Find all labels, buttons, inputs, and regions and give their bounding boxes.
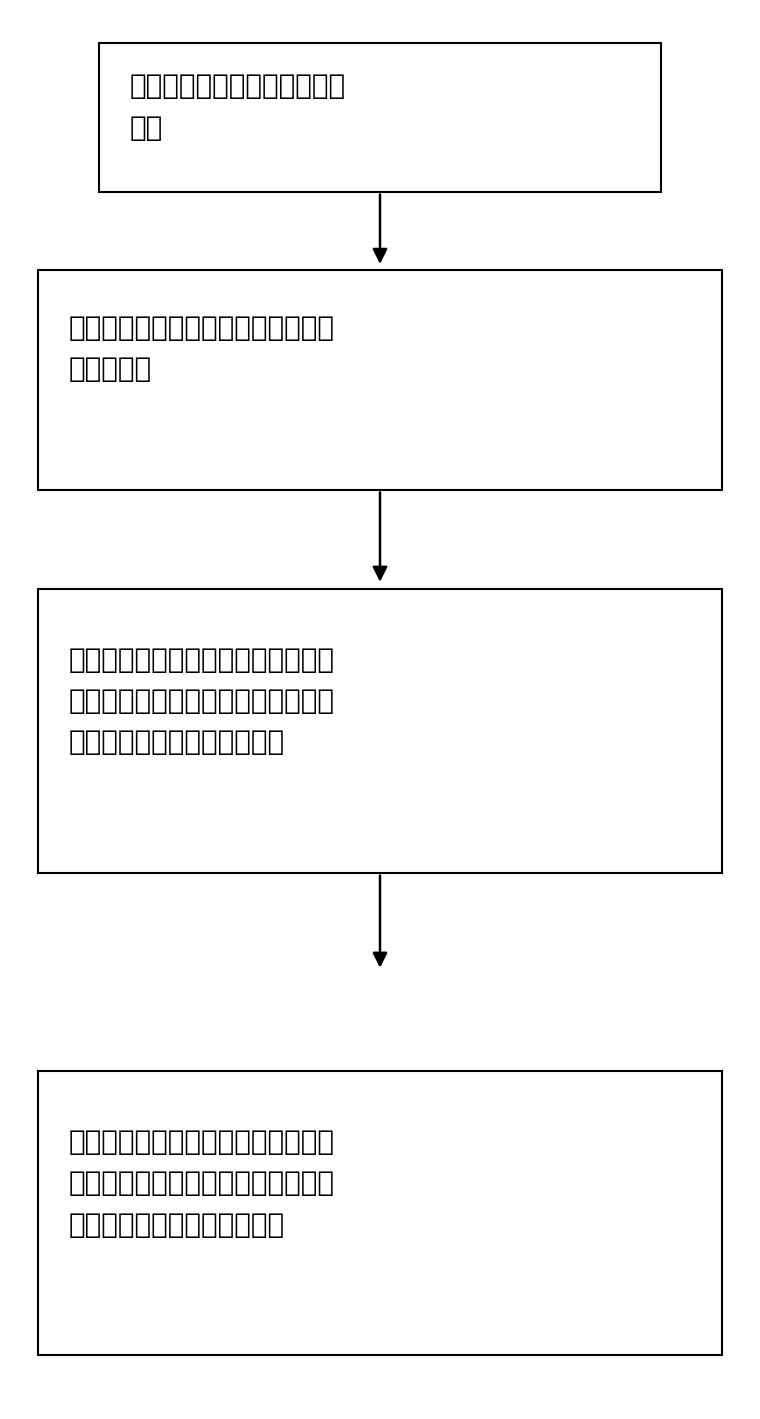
Text: 针对划分得到的非兴奋组织、中心窦
房结组织、外围窦房结组织和心房组
织分别构建相应的细胞模型；: 针对划分得到的非兴奋组织、中心窦 房结组织、外围窦房结组织和心房组 织分别构建相… [68, 646, 334, 756]
FancyBboxPatch shape [38, 270, 722, 490]
Text: 创建窦房虚拟生理组织的几何
模型: 创建窦房虚拟生理组织的几何 模型 [129, 72, 345, 142]
FancyBboxPatch shape [99, 43, 661, 192]
Text: 针对于划分得到的非兴奋组织、中心
窦房结组织、外围窦房结组织和心房
组织分别构建电兴奋传导模型: 针对于划分得到的非兴奋组织、中心 窦房结组织、外围窦房结组织和心房 组织分别构建… [68, 1128, 334, 1239]
Text: 将所创建的窦房结几何模型划分成多
个组织区域: 将所创建的窦房结几何模型划分成多 个组织区域 [68, 314, 334, 383]
FancyBboxPatch shape [38, 589, 722, 873]
FancyBboxPatch shape [38, 1071, 722, 1355]
